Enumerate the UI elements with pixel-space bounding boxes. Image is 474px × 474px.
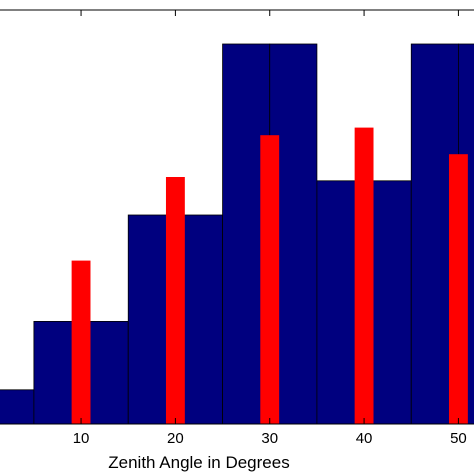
x-axis-label: Zenith Angle in Degrees [108, 453, 289, 472]
x-tick-label: 30 [261, 430, 278, 447]
x-tick-label: 40 [356, 430, 373, 447]
x-tick-label: 20 [167, 430, 184, 447]
narrow-bar [448, 154, 468, 424]
narrow-bar-series [71, 127, 468, 424]
x-tick-label: 10 [73, 430, 90, 447]
narrow-bar [354, 127, 374, 424]
narrow-bar [165, 177, 185, 424]
x-axis-ticks: 10 20 30 40 50 [73, 10, 467, 447]
narrow-bar [71, 260, 91, 424]
x-tick-label: 50 [450, 430, 467, 447]
axes-frame [0, 9, 474, 425]
wide-bar [0, 389, 35, 425]
narrow-bar [260, 135, 280, 424]
